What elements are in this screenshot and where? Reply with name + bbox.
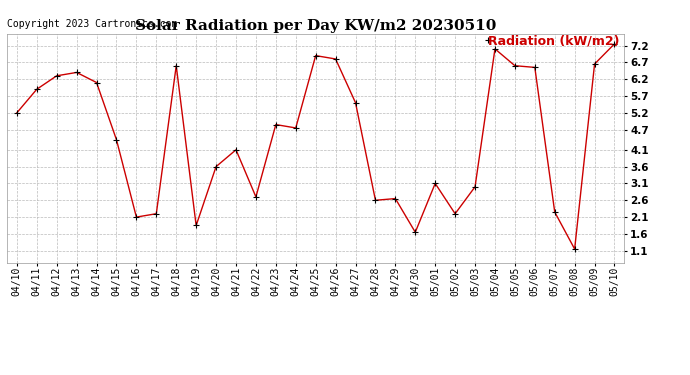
Legend: Radiation (kW/m2): Radiation (kW/m2) xyxy=(483,29,624,52)
Radiation (kW/m2) xyxy=(351,100,359,105)
Text: Copyright 2023 Cartronics.com: Copyright 2023 Cartronics.com xyxy=(7,19,177,29)
Radiation (kW/m2) xyxy=(312,53,320,58)
Radiation (kW/m2) xyxy=(212,164,220,169)
Radiation (kW/m2) xyxy=(52,74,61,78)
Radiation (kW/m2) xyxy=(92,80,101,85)
Line: Radiation (kW/m2): Radiation (kW/m2) xyxy=(14,41,618,252)
Radiation (kW/m2) xyxy=(571,247,579,251)
Radiation (kW/m2) xyxy=(331,57,339,61)
Radiation (kW/m2) xyxy=(531,65,539,70)
Radiation (kW/m2) xyxy=(391,196,400,201)
Radiation (kW/m2) xyxy=(471,184,479,189)
Radiation (kW/m2) xyxy=(112,138,121,142)
Radiation (kW/m2) xyxy=(232,147,240,152)
Radiation (kW/m2) xyxy=(32,87,41,92)
Radiation (kW/m2) xyxy=(132,215,141,219)
Radiation (kW/m2) xyxy=(551,210,559,214)
Radiation (kW/m2) xyxy=(252,195,260,199)
Radiation (kW/m2) xyxy=(12,111,21,115)
Radiation (kW/m2) xyxy=(152,211,161,216)
Radiation (kW/m2) xyxy=(272,122,280,127)
Radiation (kW/m2) xyxy=(72,70,81,75)
Radiation (kW/m2) xyxy=(411,230,420,234)
Title: Solar Radiation per Day KW/m2 20230510: Solar Radiation per Day KW/m2 20230510 xyxy=(135,19,496,33)
Radiation (kW/m2) xyxy=(192,223,200,228)
Radiation (kW/m2) xyxy=(431,181,440,186)
Radiation (kW/m2) xyxy=(371,198,380,202)
Radiation (kW/m2) xyxy=(511,63,519,68)
Radiation (kW/m2) xyxy=(292,126,300,130)
Radiation (kW/m2) xyxy=(451,211,460,216)
Radiation (kW/m2) xyxy=(611,42,619,46)
Radiation (kW/m2) xyxy=(491,46,499,51)
Radiation (kW/m2) xyxy=(591,62,599,66)
Radiation (kW/m2) xyxy=(172,63,180,68)
